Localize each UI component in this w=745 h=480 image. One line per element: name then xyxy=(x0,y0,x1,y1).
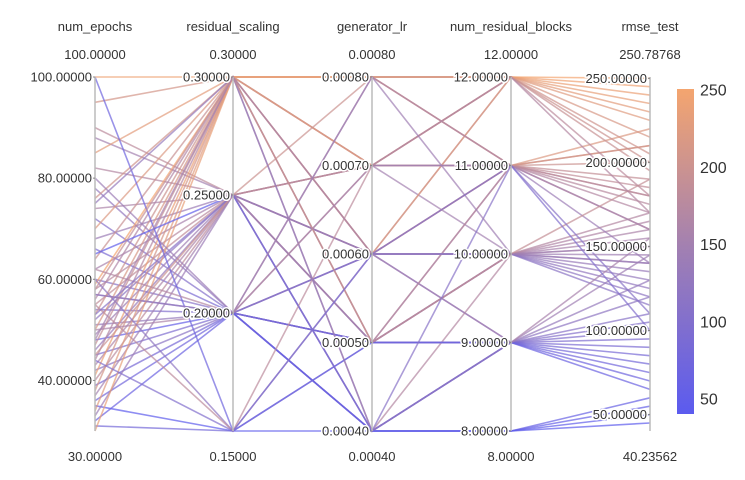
tick-label: 11.00000 xyxy=(455,158,508,173)
axis-title: num_residual_blocks xyxy=(450,19,573,34)
tick-label: 0.00080 xyxy=(322,70,369,85)
tick-label: 200.00000 xyxy=(586,155,647,170)
axis-title: generator_lr xyxy=(337,19,408,34)
axis-range-max: 12.00000 xyxy=(484,47,538,62)
tick-label: 50.00000 xyxy=(593,407,647,422)
tick-label: 100.00000 xyxy=(31,70,92,85)
axis-num_epochs: num_epochs 100.00000 30.00000 40.00000 60.00… xyxy=(29,19,133,464)
axis-range-min: 8.00000 xyxy=(488,449,535,464)
axis-range-min: 40.23562 xyxy=(623,449,677,464)
axis-range-max: 250.78768 xyxy=(619,47,680,62)
tick-label: 0.20000 xyxy=(183,306,230,321)
axes: num_epochs 100.00000 30.00000 40.00000 60.00… xyxy=(29,19,681,464)
tick-label: 250.00000 xyxy=(586,71,647,86)
tick-label: 150.00000 xyxy=(586,239,647,254)
tick-label: 0.30000 xyxy=(183,70,230,85)
colorbar-tick-label: 200 xyxy=(700,160,727,177)
tick-label: 0.25000 xyxy=(183,188,230,203)
tick-label: 40.00000 xyxy=(38,373,92,388)
colorbar-tick-label: 100 xyxy=(700,314,727,331)
colorbar-gradient xyxy=(677,89,694,414)
axis-range-min: 30.00000 xyxy=(68,449,122,464)
tick-label: 0.00040 xyxy=(322,424,369,439)
tick-label: 100.00000 xyxy=(586,323,647,338)
axis-rmse_test: rmse_test 250.78768 40.23562 50.00000 100.00… xyxy=(584,19,681,464)
axis-residual_scaling: residual_scaling 0.30000 0.15000 0.20000 0.2… xyxy=(182,19,280,464)
axis-title: num_epochs xyxy=(58,19,133,34)
tick-label: 0.00050 xyxy=(322,335,369,350)
axis-title: residual_scaling xyxy=(186,19,279,34)
axis-range-max: 0.00080 xyxy=(349,47,396,62)
axis-title: rmse_test xyxy=(621,19,678,34)
axis-generator_lr: generator_lr 0.00080 0.00040 0.00040 0.00050… xyxy=(321,19,408,464)
tick-label: 9.00000 xyxy=(461,335,508,350)
colorbar-tick-label: 250 xyxy=(700,83,727,100)
axis-range-max: 100.00000 xyxy=(64,47,125,62)
colorbar-tick-label: 150 xyxy=(700,237,727,254)
tick-label: 8.00000 xyxy=(461,424,508,439)
tick-label: 0.00070 xyxy=(322,158,369,173)
tick-label: 12.00000 xyxy=(454,70,508,85)
axis-range-min: 0.00040 xyxy=(349,449,396,464)
tick-label: 60.00000 xyxy=(38,272,92,287)
axis-range-max: 0.30000 xyxy=(210,47,257,62)
tick-label: 0.00060 xyxy=(322,247,369,262)
axis-range-min: 0.15000 xyxy=(210,449,257,464)
colorbar: 50 100 150 200 250 xyxy=(677,83,727,414)
axis-num_residual_blocks: num_residual_blocks 12.00000 8.00000 8.0000… xyxy=(450,19,573,464)
tick-label: 80.00000 xyxy=(38,171,92,186)
tick-label: 10.00000 xyxy=(454,247,508,262)
colorbar-tick-label: 50 xyxy=(700,391,718,408)
